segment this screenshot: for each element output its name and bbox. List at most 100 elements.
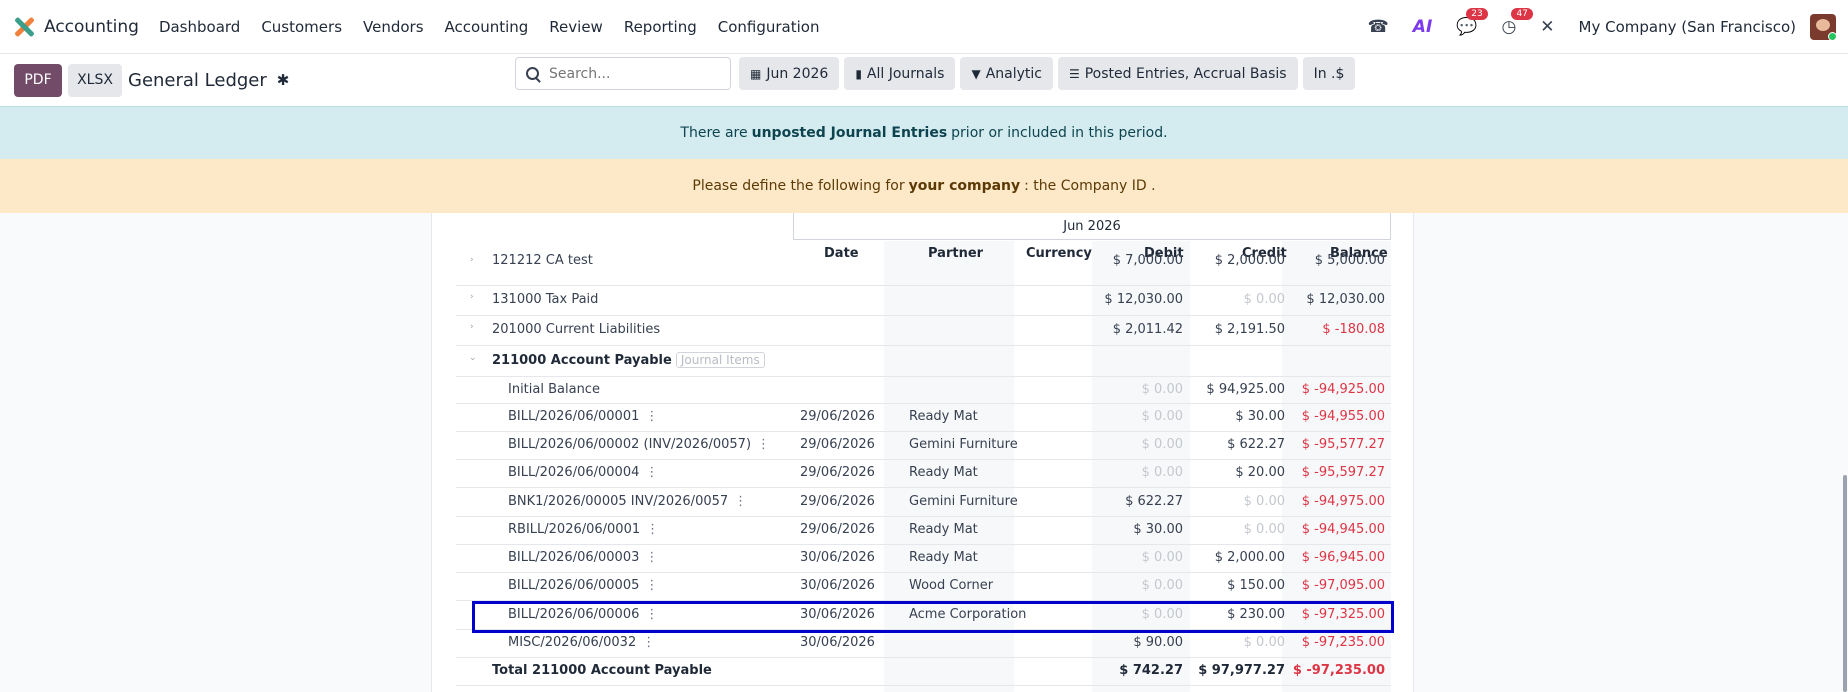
caret-down-icon: ⌄ [469,353,477,363]
pdf-button[interactable]: PDF [14,63,62,97]
options-filter-button[interactable]: ☰ Posted Entries, Accrual Basis [1057,57,1298,90]
line-ref[interactable]: BNK1/2026/00005 INV/2026/0057 ⋮ [508,494,747,509]
messages-badge: 23 [1466,8,1488,20]
debit-cell: $ 0.00 [1141,550,1183,565]
journal-line-row[interactable]: BILL/2026/06/00002 (INV/2026/0057) ⋮ 29/0… [456,432,1391,460]
line-ref[interactable]: BILL/2026/06/00003 ⋮ [508,550,658,565]
phone-icon[interactable]: ☎ [1367,17,1389,37]
tools-icon[interactable]: ✕ [1540,17,1555,37]
currency-filter-button[interactable]: In .$ [1302,57,1356,90]
line-partner: Ready Mat [909,550,978,565]
line-ref-text: MISC/2026/06/0032 [508,635,637,650]
currency-filter-label: In .$ [1313,65,1345,82]
search-input[interactable] [549,65,709,82]
journals-filter-button[interactable]: ▮ All Journals [844,57,956,90]
online-status-icon [1828,32,1836,40]
line-date: 30/06/2026 [800,550,875,565]
journal-line-row[interactable]: BILL/2026/06/00006 ⋮ 30/06/2026 Acme Corp… [456,601,1391,630]
line-partner: Ready Mat [909,522,978,537]
balance-cell: $ 5,000.00 [1314,253,1385,268]
account-row[interactable]: › 121212 CA test $ 7,000.00 $ 2,000.00 $… [456,253,1391,286]
column-shade [1282,241,1391,692]
date-filter-button[interactable]: ▦ Jun 2026 [739,57,840,90]
kebab-menu-icon[interactable]: ⋮ [645,465,659,480]
date-filter-label: Jun 2026 [766,65,829,82]
caret-right-icon: › [470,255,474,265]
line-ref[interactable]: RBILL/2026/06/0001 ⋮ [508,522,659,537]
account-row[interactable]: › 131000 Tax Paid $ 12,030.00 $ 0.00 $ 1… [456,286,1391,316]
line-ref[interactable]: BILL/2026/06/00006 ⋮ [508,607,658,622]
credit-cell: $ 94,925.00 [1206,382,1285,397]
line-partner: Ready Mat [909,465,978,480]
balance-cell: $ -180.08 [1322,322,1385,337]
kebab-menu-icon[interactable]: ⋮ [645,607,659,622]
balance-cell: $ -94,955.00 [1301,409,1385,424]
expanded-account-name: 211000 Account Payable [492,353,672,368]
journal-line-row[interactable]: BILL/2026/06/00003 ⋮ 30/06/2026 Ready Mat… [456,545,1391,573]
journal-line-row[interactable]: BILL/2026/06/00001 ⋮ 29/06/2026 Ready Mat… [456,404,1391,432]
your-company-link[interactable]: your company [908,178,1021,194]
kebab-menu-icon[interactable]: ⋮ [646,522,660,537]
line-ref[interactable]: BILL/2026/06/00005 ⋮ [508,578,658,593]
credit-cell: $ 0.00 [1243,292,1285,307]
account-name: 131000 Tax Paid [492,292,599,307]
debit-cell: $ 742.27 [1119,663,1183,678]
balance-cell: $ -96,945.00 [1301,550,1385,565]
journal-line-row[interactable]: RBILL/2026/06/0001 ⋮ 29/06/2026 Ready Mat… [456,517,1391,545]
kebab-menu-icon[interactable]: ⋮ [645,409,659,424]
analytic-filter-button[interactable]: ▼ Analytic [960,57,1053,90]
kebab-menu-icon[interactable]: ⋮ [642,635,656,650]
menu-vendors[interactable]: Vendors [363,17,424,36]
debit-cell: $ 0.00 [1141,437,1183,452]
menu-reporting[interactable]: Reporting [623,17,697,36]
journal-line-row[interactable]: BILL/2026/06/00005 ⋮ 30/06/2026 Wood Corn… [456,573,1391,601]
expanded-account-row[interactable]: ⌄ 211000 Account Payable Journal Items [456,346,1391,377]
activities-icon[interactable]: ◷ 47 [1501,8,1533,37]
user-avatar[interactable] [1810,14,1836,40]
options-filter-label: Posted Entries, Accrual Basis [1084,65,1287,82]
line-ref[interactable]: MISC/2026/06/0032 ⋮ [508,635,655,650]
kebab-menu-icon[interactable]: ⋮ [734,494,748,509]
messages-icon[interactable]: 💬 23 [1456,8,1488,37]
app-title[interactable]: Accounting [44,16,139,37]
xlsx-button[interactable]: XLSX [68,63,122,97]
menu-dashboard[interactable]: Dashboard [158,17,241,36]
filter-bar: ▦ Jun 2026 ▮ All Journals ▼ Analytic ☰ Poste… [739,57,1360,90]
line-ref[interactable]: BILL/2026/06/00002 (INV/2026/0057) ⋮ [508,437,770,452]
ai-icon[interactable]: AI [1412,17,1433,37]
balance-cell: $ 12,030.00 [1306,292,1385,307]
menu-accounting[interactable]: Accounting [444,17,529,36]
debit-cell: $ 0.00 [1141,382,1183,397]
journal-items-button[interactable]: Journal Items [675,352,765,368]
kebab-menu-icon[interactable]: ⋮ [645,578,659,593]
book-icon: ▮ [855,66,862,81]
journal-line-row[interactable]: BILL/2026/06/00004 ⋮ 29/06/2026 Ready Mat… [456,460,1391,488]
col-partner: Partner [928,246,984,261]
unposted-entries-link[interactable]: unposted Journal Entries [751,125,948,141]
menu-configuration[interactable]: Configuration [717,17,820,36]
kebab-menu-icon[interactable]: ⋮ [645,550,659,565]
journal-line-row[interactable]: BNK1/2026/00005 INV/2026/0057 ⋮ 29/06/202… [456,488,1391,517]
gear-icon[interactable]: ✱ [276,71,290,89]
account-row[interactable]: › 201000 Current Liabilities $ 2,011.42 … [456,316,1391,346]
account-name: 121212 CA test [492,253,593,268]
kebab-menu-icon[interactable]: ⋮ [757,437,771,452]
credit-cell: $ 2,191.50 [1214,322,1285,337]
journals-filter-label: All Journals [866,65,945,82]
menu-customers[interactable]: Customers [261,17,343,36]
menu-review[interactable]: Review [549,17,603,36]
page-scrollbar[interactable] [1843,475,1847,692]
line-ref[interactable]: BILL/2026/06/00001 ⋮ [508,409,658,424]
col-credit: Credit [1242,246,1287,261]
initial-balance-row: Initial Balance $ 0.00 $ 94,925.00 $ -94… [456,377,1391,404]
analytic-filter-label: Analytic [985,65,1042,82]
activities-badge: 47 [1511,8,1533,20]
line-ref[interactable]: BILL/2026/06/00004 ⋮ [508,465,658,480]
company-switcher[interactable]: My Company (San Francisco) [1578,18,1796,36]
debit-cell: $ 12,030.00 [1104,292,1183,307]
account-total-row: Total 211000 Account Payable $ 742.27 $ … [456,658,1391,686]
line-date: 30/06/2026 [800,578,875,593]
journal-line-row[interactable]: MISC/2026/06/0032 ⋮ 30/06/2026 $ 90.00 $ … [456,630,1391,658]
app-brand[interactable]: Accounting [12,15,159,39]
credit-cell: $ 0.00 [1243,522,1285,537]
